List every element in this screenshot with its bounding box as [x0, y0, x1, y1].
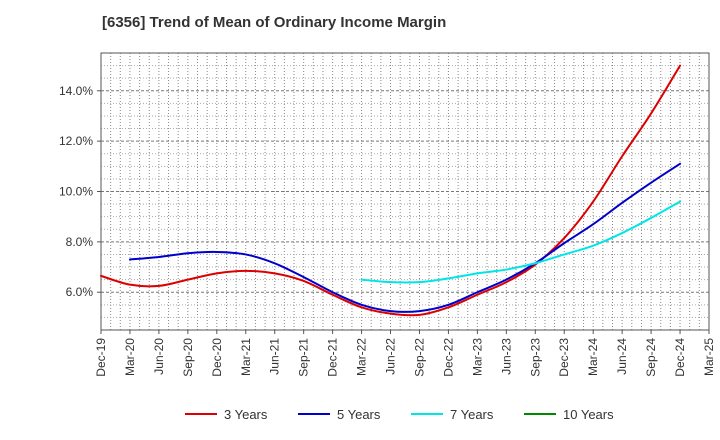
legend-label-3-years: 3 Years: [224, 407, 268, 422]
x-tick-label: Dec-19: [94, 338, 108, 377]
x-tick-label: Sep-20: [181, 338, 195, 377]
x-tick-label: Dec-24: [673, 338, 687, 377]
x-tick-label: Mar-24: [586, 338, 600, 376]
legend-label-5-years: 5 Years: [337, 407, 381, 422]
x-tick-label: Dec-21: [326, 338, 340, 377]
x-tick-label: Mar-23: [470, 338, 484, 376]
series-line-5-years: [128, 162, 682, 313]
y-tick-label: 12.0%: [59, 134, 93, 148]
y-tick-label: 10.0%: [59, 185, 93, 199]
series-line-7-years: [360, 200, 682, 284]
chart-title: [6356] Trend of Mean of Ordinary Income …: [102, 14, 447, 31]
x-tick-label: Sep-21: [297, 338, 311, 377]
x-tick-label: Jun-23: [499, 338, 513, 375]
legend-label-10-years: 10 Years: [563, 407, 614, 422]
x-tick-label: Sep-24: [644, 338, 658, 377]
x-tick-label: Jun-22: [384, 338, 398, 375]
x-tick-label: Jun-20: [152, 338, 166, 375]
y-tick-label: 6.0%: [66, 285, 94, 299]
x-tick-label: Dec-23: [557, 338, 571, 377]
y-tick-label: 14.0%: [59, 84, 93, 98]
x-tick-label: Jun-21: [268, 338, 282, 375]
x-tick-label: Dec-22: [441, 338, 455, 377]
x-tick-label: Mar-20: [123, 338, 137, 376]
x-tick-label: Mar-25: [702, 338, 716, 376]
x-tick-label: Sep-23: [528, 338, 542, 377]
x-tick-label: Dec-20: [210, 338, 224, 377]
y-tick-label: 8.0%: [66, 235, 94, 249]
x-tick-label: Jun-24: [615, 338, 629, 375]
series-line-3-years: [100, 64, 682, 317]
x-tick-label: Sep-22: [412, 338, 426, 377]
x-tick-label: Mar-22: [355, 338, 369, 376]
x-tick-label: Mar-21: [239, 338, 253, 376]
legend-label-7-years: 7 Years: [450, 407, 494, 422]
